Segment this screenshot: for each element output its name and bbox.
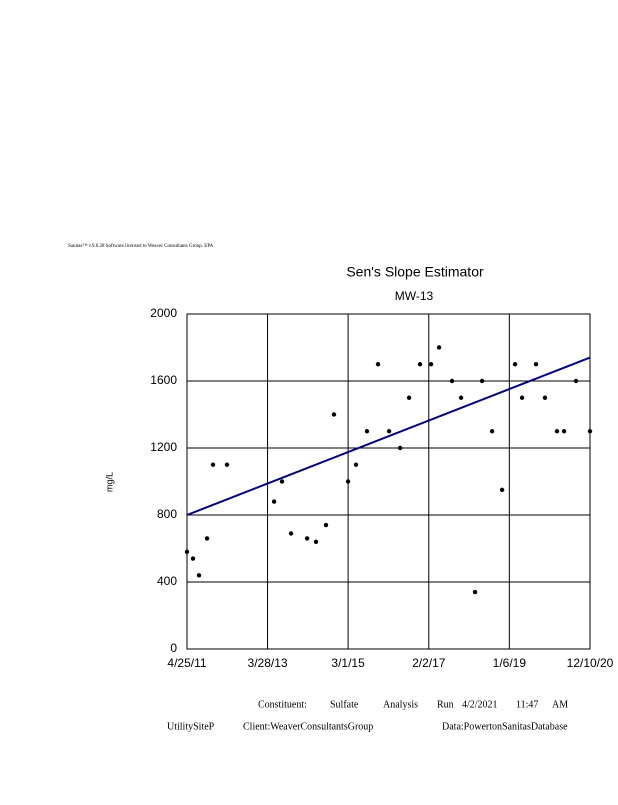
- chart-title: Sen's Slope Estimator: [346, 264, 484, 280]
- y-tick-label: 1600: [150, 373, 177, 387]
- x-tick-label: 1/6/19: [493, 656, 527, 670]
- footer-text: AM: [552, 699, 568, 710]
- data-point: [489, 429, 495, 434]
- data-point: [542, 395, 548, 400]
- data-point: [375, 362, 381, 367]
- data-point: [331, 412, 337, 417]
- data-point: [479, 378, 485, 384]
- footer-text: 4/2/2021: [462, 699, 498, 710]
- data-point: [519, 395, 525, 400]
- x-tick-label: 3/28/13: [248, 656, 288, 670]
- data-point: [210, 462, 216, 467]
- data-point: [397, 445, 403, 451]
- y-tick-label: 0: [170, 641, 177, 655]
- y-tick-label: 800: [157, 507, 177, 521]
- footer-text: Sulfate: [330, 699, 359, 710]
- data-point: [271, 499, 277, 504]
- data-point: [436, 345, 442, 350]
- y-tick-label: 400: [157, 574, 177, 588]
- data-point: [364, 429, 370, 434]
- data-point: [304, 536, 310, 541]
- data-point: [323, 522, 329, 528]
- data-point: [184, 549, 190, 555]
- data-point: [554, 429, 560, 434]
- data-point: [313, 539, 319, 544]
- x-tick-label: 4/25/11: [167, 656, 206, 670]
- data-point: [417, 362, 423, 367]
- data-point: [345, 479, 351, 484]
- footer-text: Analysis: [383, 699, 418, 710]
- data-point: [353, 462, 359, 467]
- data-point: [533, 362, 539, 367]
- data-point: [406, 395, 412, 400]
- x-tick-label: 12/10/20: [567, 656, 614, 670]
- footer-text: UtilitySiteP: [167, 721, 215, 732]
- y-tick-label: 1200: [150, 440, 177, 454]
- footer-text: 11:47: [516, 699, 538, 710]
- data-point: [449, 378, 455, 384]
- footer-text: Client:WeaverConsultantsGroup: [243, 721, 373, 732]
- data-point: [458, 395, 464, 400]
- footer-text: Data:PowertonSanitasDatabase: [442, 721, 568, 732]
- footer-text: Constituent:: [258, 699, 307, 710]
- y-axis-label: mg/L: [104, 472, 114, 492]
- data-point: [472, 589, 478, 595]
- trend-line: [186, 356, 591, 516]
- license: Sanitas™ v.9.6.28 Software licensed to W…: [68, 243, 214, 249]
- plot-frame: [186, 313, 591, 650]
- footer-text: Run: [437, 699, 454, 710]
- data-point: [561, 429, 567, 434]
- y-tick-label: 2000: [150, 306, 177, 320]
- data-point: [573, 378, 579, 384]
- data-point: [224, 462, 230, 467]
- x-tick-label: 3/1/15: [331, 656, 365, 670]
- data-point: [190, 556, 196, 561]
- data-point: [288, 531, 294, 536]
- data-point: [386, 429, 392, 434]
- data-point: [279, 479, 285, 484]
- data-point: [512, 362, 518, 367]
- data-point: [499, 487, 505, 493]
- data-point: [196, 573, 202, 578]
- data-point: [204, 536, 210, 541]
- data-point: [428, 362, 434, 367]
- x-tick-label: 2/2/17: [412, 656, 446, 670]
- data-point: [587, 429, 593, 434]
- chart-subtitle: MW-13: [395, 289, 434, 303]
